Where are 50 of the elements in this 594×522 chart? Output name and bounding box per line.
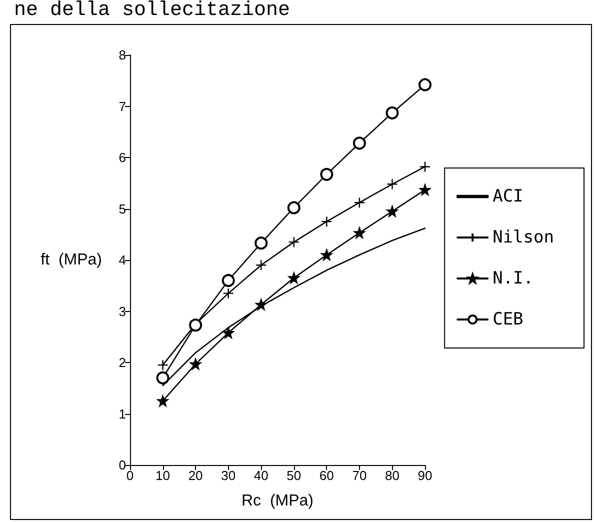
point: [386, 106, 399, 120]
text: ne della sollecitazione: [14, 0, 290, 22]
point: [156, 371, 170, 384]
x-tick-label: 10: [156, 468, 170, 483]
point: [254, 236, 268, 250]
y-tick-label: 8: [118, 48, 126, 62]
point: [354, 227, 366, 238]
point: [418, 78, 432, 92]
y-tick-label: 3: [118, 304, 126, 319]
legend-label: CEB: [492, 310, 524, 330]
point: [386, 206, 398, 217]
point: [419, 184, 431, 196]
point: [222, 288, 234, 299]
point: [352, 136, 366, 150]
point: [288, 236, 300, 248]
y-tick-label: 6: [118, 150, 126, 165]
y-tick-label: 0: [118, 458, 126, 472]
y-tick-label: 1: [118, 406, 126, 422]
point: [222, 274, 235, 287]
point: [419, 161, 431, 172]
x-tick-label: 70: [352, 468, 367, 483]
x-tick-label: 40: [254, 468, 268, 483]
y-tick-label: 4: [118, 252, 126, 268]
x-tick-label: 90: [418, 468, 432, 483]
legend-label: Nilson: [492, 228, 554, 248]
y-axis-title: ft (MPa): [40, 252, 102, 268]
point: [354, 197, 366, 208]
x-tick-label: 20: [188, 468, 203, 483]
legend-label: N.I.: [492, 268, 534, 288]
y-tick-label: 2: [118, 355, 126, 370]
point: [288, 272, 300, 284]
x-tick-label: 80: [384, 468, 400, 483]
point: [320, 168, 334, 181]
y-tick-label: 5: [118, 201, 126, 216]
point: [190, 358, 202, 370]
x-tick-label: 50: [286, 468, 302, 483]
point: [256, 260, 267, 271]
x-tick-label: 30: [221, 468, 236, 483]
y-tick-label: 7: [118, 98, 126, 114]
point: [256, 298, 267, 310]
x-tick-label: 60: [319, 468, 334, 483]
point: [321, 216, 332, 228]
point: [222, 327, 234, 338]
x-axis-title: Rc (MPa): [242, 492, 314, 510]
point: [321, 249, 332, 260]
point: [157, 359, 168, 371]
point: [287, 201, 300, 214]
point: [157, 395, 168, 407]
legend-label: ACI: [492, 186, 524, 206]
point: [386, 178, 398, 190]
